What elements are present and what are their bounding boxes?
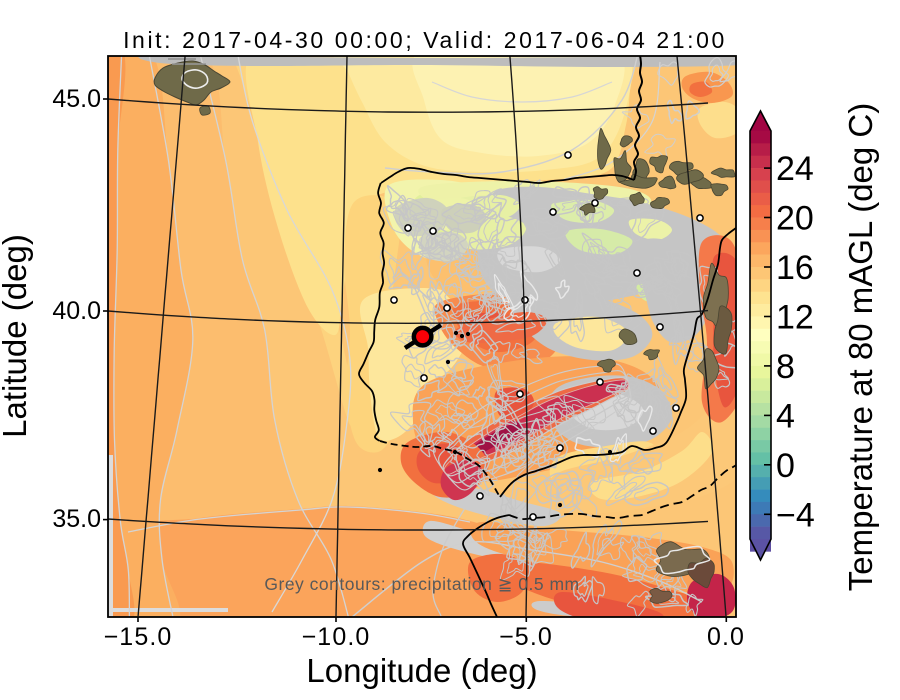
svg-text:0.0: 0.0 (707, 623, 745, 651)
svg-text:Longitude (deg): Longitude (deg) (306, 652, 537, 689)
svg-text:24: 24 (776, 150, 814, 188)
svg-text:Latitude (deg): Latitude (deg) (0, 234, 33, 438)
svg-text:−5.0: −5.0 (499, 623, 553, 651)
svg-text:Init: 2017-04-30 00:00; Valid:: Init: 2017-04-30 00:00; Valid: 2017-06-0… (123, 27, 727, 53)
svg-text:Grey contours: precipitation ≧: Grey contours: precipitation ≧ 0.5 mm (264, 574, 579, 594)
svg-text:−10.0: −10.0 (302, 623, 371, 651)
svg-text:40.0: 40.0 (52, 297, 101, 325)
svg-text:20: 20 (776, 200, 814, 238)
svg-text:−4: −4 (776, 496, 815, 534)
svg-text:4: 4 (776, 397, 795, 435)
svg-text:−15.0: −15.0 (104, 623, 173, 651)
svg-text:12: 12 (776, 298, 814, 336)
svg-text:8: 8 (776, 348, 795, 386)
svg-text:0: 0 (776, 447, 795, 485)
svg-text:Temperature at 80 mAGL (deg C): Temperature at 80 mAGL (deg C) (842, 103, 879, 592)
svg-text:35.0: 35.0 (52, 505, 101, 533)
svg-text:45.0: 45.0 (52, 85, 101, 113)
svg-text:16: 16 (776, 249, 814, 287)
